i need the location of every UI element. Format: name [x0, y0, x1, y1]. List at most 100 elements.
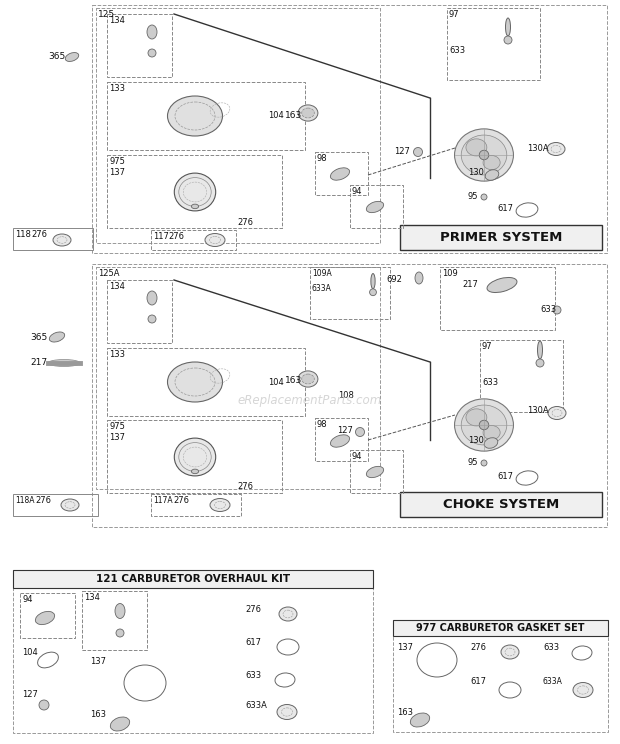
Text: 104: 104: [268, 111, 284, 120]
Text: 137: 137: [109, 433, 125, 442]
Text: 633: 633: [482, 378, 498, 387]
Ellipse shape: [484, 437, 498, 449]
Bar: [393, 620, 608, 636]
Ellipse shape: [553, 306, 561, 314]
Text: 163: 163: [397, 708, 413, 717]
Ellipse shape: [536, 359, 544, 367]
Text: 276: 276: [245, 605, 261, 614]
Bar: [107, 348, 305, 416]
Ellipse shape: [501, 645, 519, 659]
Text: 977 CARBURETOR GASKET SET: 977 CARBURETOR GASKET SET: [416, 623, 584, 633]
Text: 134: 134: [109, 16, 125, 25]
Text: 98: 98: [317, 154, 327, 163]
Text: 217: 217: [30, 358, 47, 367]
Text: 109A: 109A: [312, 269, 332, 278]
Text: 130: 130: [468, 435, 484, 444]
Text: 365: 365: [48, 51, 65, 60]
Bar: [82, 591, 147, 650]
Text: 127: 127: [22, 690, 38, 699]
Bar: [107, 155, 282, 228]
Text: CHOKE SYSTEM: CHOKE SYSTEM: [443, 498, 559, 510]
Text: 633: 633: [540, 304, 556, 313]
Ellipse shape: [53, 234, 71, 246]
Text: 98: 98: [317, 420, 327, 429]
Ellipse shape: [370, 289, 376, 295]
Text: 125A: 125A: [98, 269, 120, 278]
Text: 617: 617: [497, 204, 513, 213]
Text: 94: 94: [352, 452, 363, 461]
Ellipse shape: [548, 406, 566, 420]
Text: 125: 125: [98, 10, 115, 19]
Text: 692: 692: [386, 275, 402, 284]
Bar: [315, 418, 368, 461]
Text: 118: 118: [15, 230, 31, 239]
Text: 617: 617: [245, 638, 261, 647]
Ellipse shape: [174, 438, 216, 476]
Ellipse shape: [483, 426, 500, 440]
Ellipse shape: [410, 713, 430, 727]
Ellipse shape: [479, 150, 489, 160]
Ellipse shape: [50, 332, 64, 342]
Text: 134: 134: [84, 593, 100, 602]
Ellipse shape: [454, 399, 513, 451]
Text: 975: 975: [109, 157, 125, 166]
Bar: [393, 620, 608, 732]
Ellipse shape: [302, 374, 314, 384]
Ellipse shape: [48, 359, 80, 367]
Text: 108: 108: [338, 391, 354, 400]
Ellipse shape: [481, 460, 487, 466]
Text: 130: 130: [468, 167, 484, 176]
Ellipse shape: [505, 18, 510, 36]
Ellipse shape: [277, 705, 297, 719]
Text: 163: 163: [90, 710, 106, 719]
Text: 633: 633: [543, 643, 559, 652]
Bar: [107, 14, 172, 77]
Text: 276: 276: [470, 643, 486, 652]
Ellipse shape: [302, 108, 314, 118]
Bar: [13, 228, 93, 250]
Ellipse shape: [466, 139, 487, 156]
Text: 97: 97: [449, 10, 459, 19]
Ellipse shape: [147, 25, 157, 39]
Text: 118A: 118A: [15, 496, 35, 505]
Ellipse shape: [35, 612, 55, 625]
Bar: [13, 570, 373, 588]
Bar: [440, 267, 555, 330]
Ellipse shape: [110, 717, 130, 731]
Text: 109: 109: [442, 269, 458, 278]
Text: 276: 276: [237, 217, 253, 226]
Text: 975: 975: [109, 422, 125, 431]
Text: 130A: 130A: [527, 144, 549, 153]
Text: 94: 94: [22, 595, 32, 604]
Ellipse shape: [174, 173, 216, 211]
Bar: [447, 8, 540, 80]
Ellipse shape: [454, 129, 513, 181]
Bar: [310, 267, 390, 319]
Ellipse shape: [298, 371, 318, 387]
Ellipse shape: [148, 49, 156, 57]
Ellipse shape: [147, 291, 157, 305]
Ellipse shape: [210, 498, 230, 512]
Text: 97: 97: [482, 342, 493, 351]
Ellipse shape: [479, 420, 489, 430]
Text: 633A: 633A: [312, 284, 332, 293]
Bar: [400, 225, 602, 250]
Bar: [107, 280, 172, 343]
Bar: [92, 5, 607, 253]
Bar: [151, 230, 236, 250]
Ellipse shape: [192, 469, 198, 474]
Text: 95: 95: [468, 191, 479, 200]
Text: 633: 633: [245, 671, 261, 680]
Bar: [92, 264, 607, 527]
Ellipse shape: [39, 700, 49, 710]
Ellipse shape: [205, 234, 225, 246]
Bar: [400, 492, 602, 517]
Ellipse shape: [481, 194, 487, 200]
Ellipse shape: [414, 147, 422, 156]
Ellipse shape: [330, 434, 350, 447]
Bar: [151, 494, 241, 516]
Ellipse shape: [547, 143, 565, 155]
Text: 617: 617: [497, 472, 513, 481]
Bar: [315, 152, 368, 195]
Bar: [480, 340, 563, 412]
